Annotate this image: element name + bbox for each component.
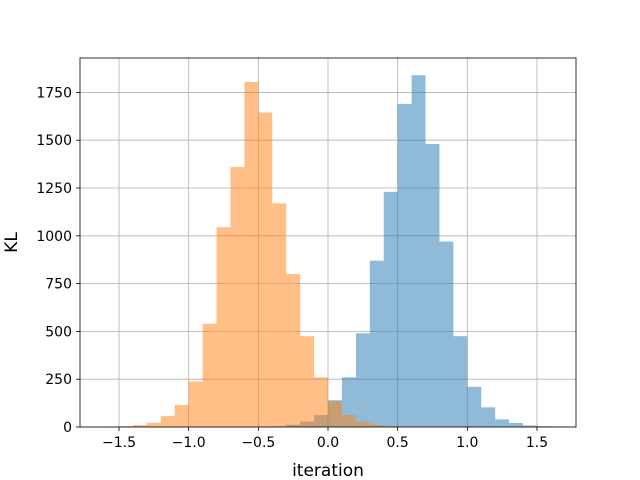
series-0-bars bbox=[272, 75, 565, 428]
x-tick-label: 0.0 bbox=[317, 435, 339, 451]
series-1-bar bbox=[230, 166, 245, 427]
series-1-bars bbox=[105, 81, 412, 428]
series-1-bar bbox=[369, 424, 384, 427]
x-tick-label: −0.5 bbox=[241, 435, 275, 451]
y-tick-label: 250 bbox=[45, 372, 72, 388]
series-0-bar bbox=[355, 333, 370, 427]
series-1-bar bbox=[132, 425, 147, 427]
series-0-bar bbox=[383, 191, 398, 427]
x-tick-label: 0.5 bbox=[387, 435, 409, 451]
series-1-bar bbox=[314, 377, 328, 427]
series-1-bar bbox=[286, 274, 301, 427]
series-1-bar bbox=[146, 422, 161, 427]
series-1-bar bbox=[355, 421, 370, 427]
series-0-bar bbox=[523, 425, 537, 427]
series-1-bar bbox=[202, 323, 217, 427]
series-0-bar bbox=[397, 103, 412, 427]
series-0-bar bbox=[495, 419, 510, 427]
x-tick-label: 1.0 bbox=[456, 435, 478, 451]
y-tick-label: 500 bbox=[45, 324, 72, 340]
y-axis-label: KL bbox=[2, 232, 22, 253]
series-1-bar bbox=[341, 414, 356, 427]
histogram-bars bbox=[105, 75, 565, 428]
series-0-bar bbox=[453, 336, 468, 427]
series-0-bar bbox=[411, 75, 426, 428]
x-axis-label: iteration bbox=[292, 461, 364, 480]
series-1-bar bbox=[188, 381, 203, 427]
axis-ticks: −1.5 −1.0 −0.5 0.0 0.5 1.0 1.5 0 250 500 750 1000 12… bbox=[36, 85, 548, 451]
series-1-bar bbox=[272, 203, 287, 427]
series-0-bar bbox=[425, 144, 440, 428]
series-0-bar bbox=[439, 241, 454, 427]
series-1-bar bbox=[174, 405, 189, 427]
series-1-bar bbox=[328, 401, 342, 427]
series-0-bar bbox=[369, 260, 384, 427]
y-tick-label: 1000 bbox=[36, 229, 72, 245]
x-tick-label: −1.5 bbox=[102, 435, 136, 451]
series-1-bar bbox=[216, 227, 231, 427]
x-tick-label: 1.5 bbox=[526, 435, 548, 451]
y-tick-label: 1250 bbox=[36, 181, 72, 197]
y-tick-label: 1750 bbox=[36, 85, 72, 101]
y-tick-label: 0 bbox=[63, 420, 72, 436]
series-0-bar bbox=[467, 386, 482, 427]
series-1-bar bbox=[244, 81, 259, 428]
series-0-bar bbox=[509, 422, 524, 427]
y-tick-label: 750 bbox=[45, 277, 72, 293]
series-0-bar bbox=[341, 377, 356, 427]
series-1-bar bbox=[160, 416, 175, 427]
series-1-bar bbox=[300, 336, 315, 427]
x-tick-label: −1.0 bbox=[172, 435, 206, 451]
series-1-bar bbox=[258, 112, 273, 428]
y-tick-label: 1500 bbox=[36, 133, 72, 149]
series-0-bar bbox=[481, 407, 496, 427]
